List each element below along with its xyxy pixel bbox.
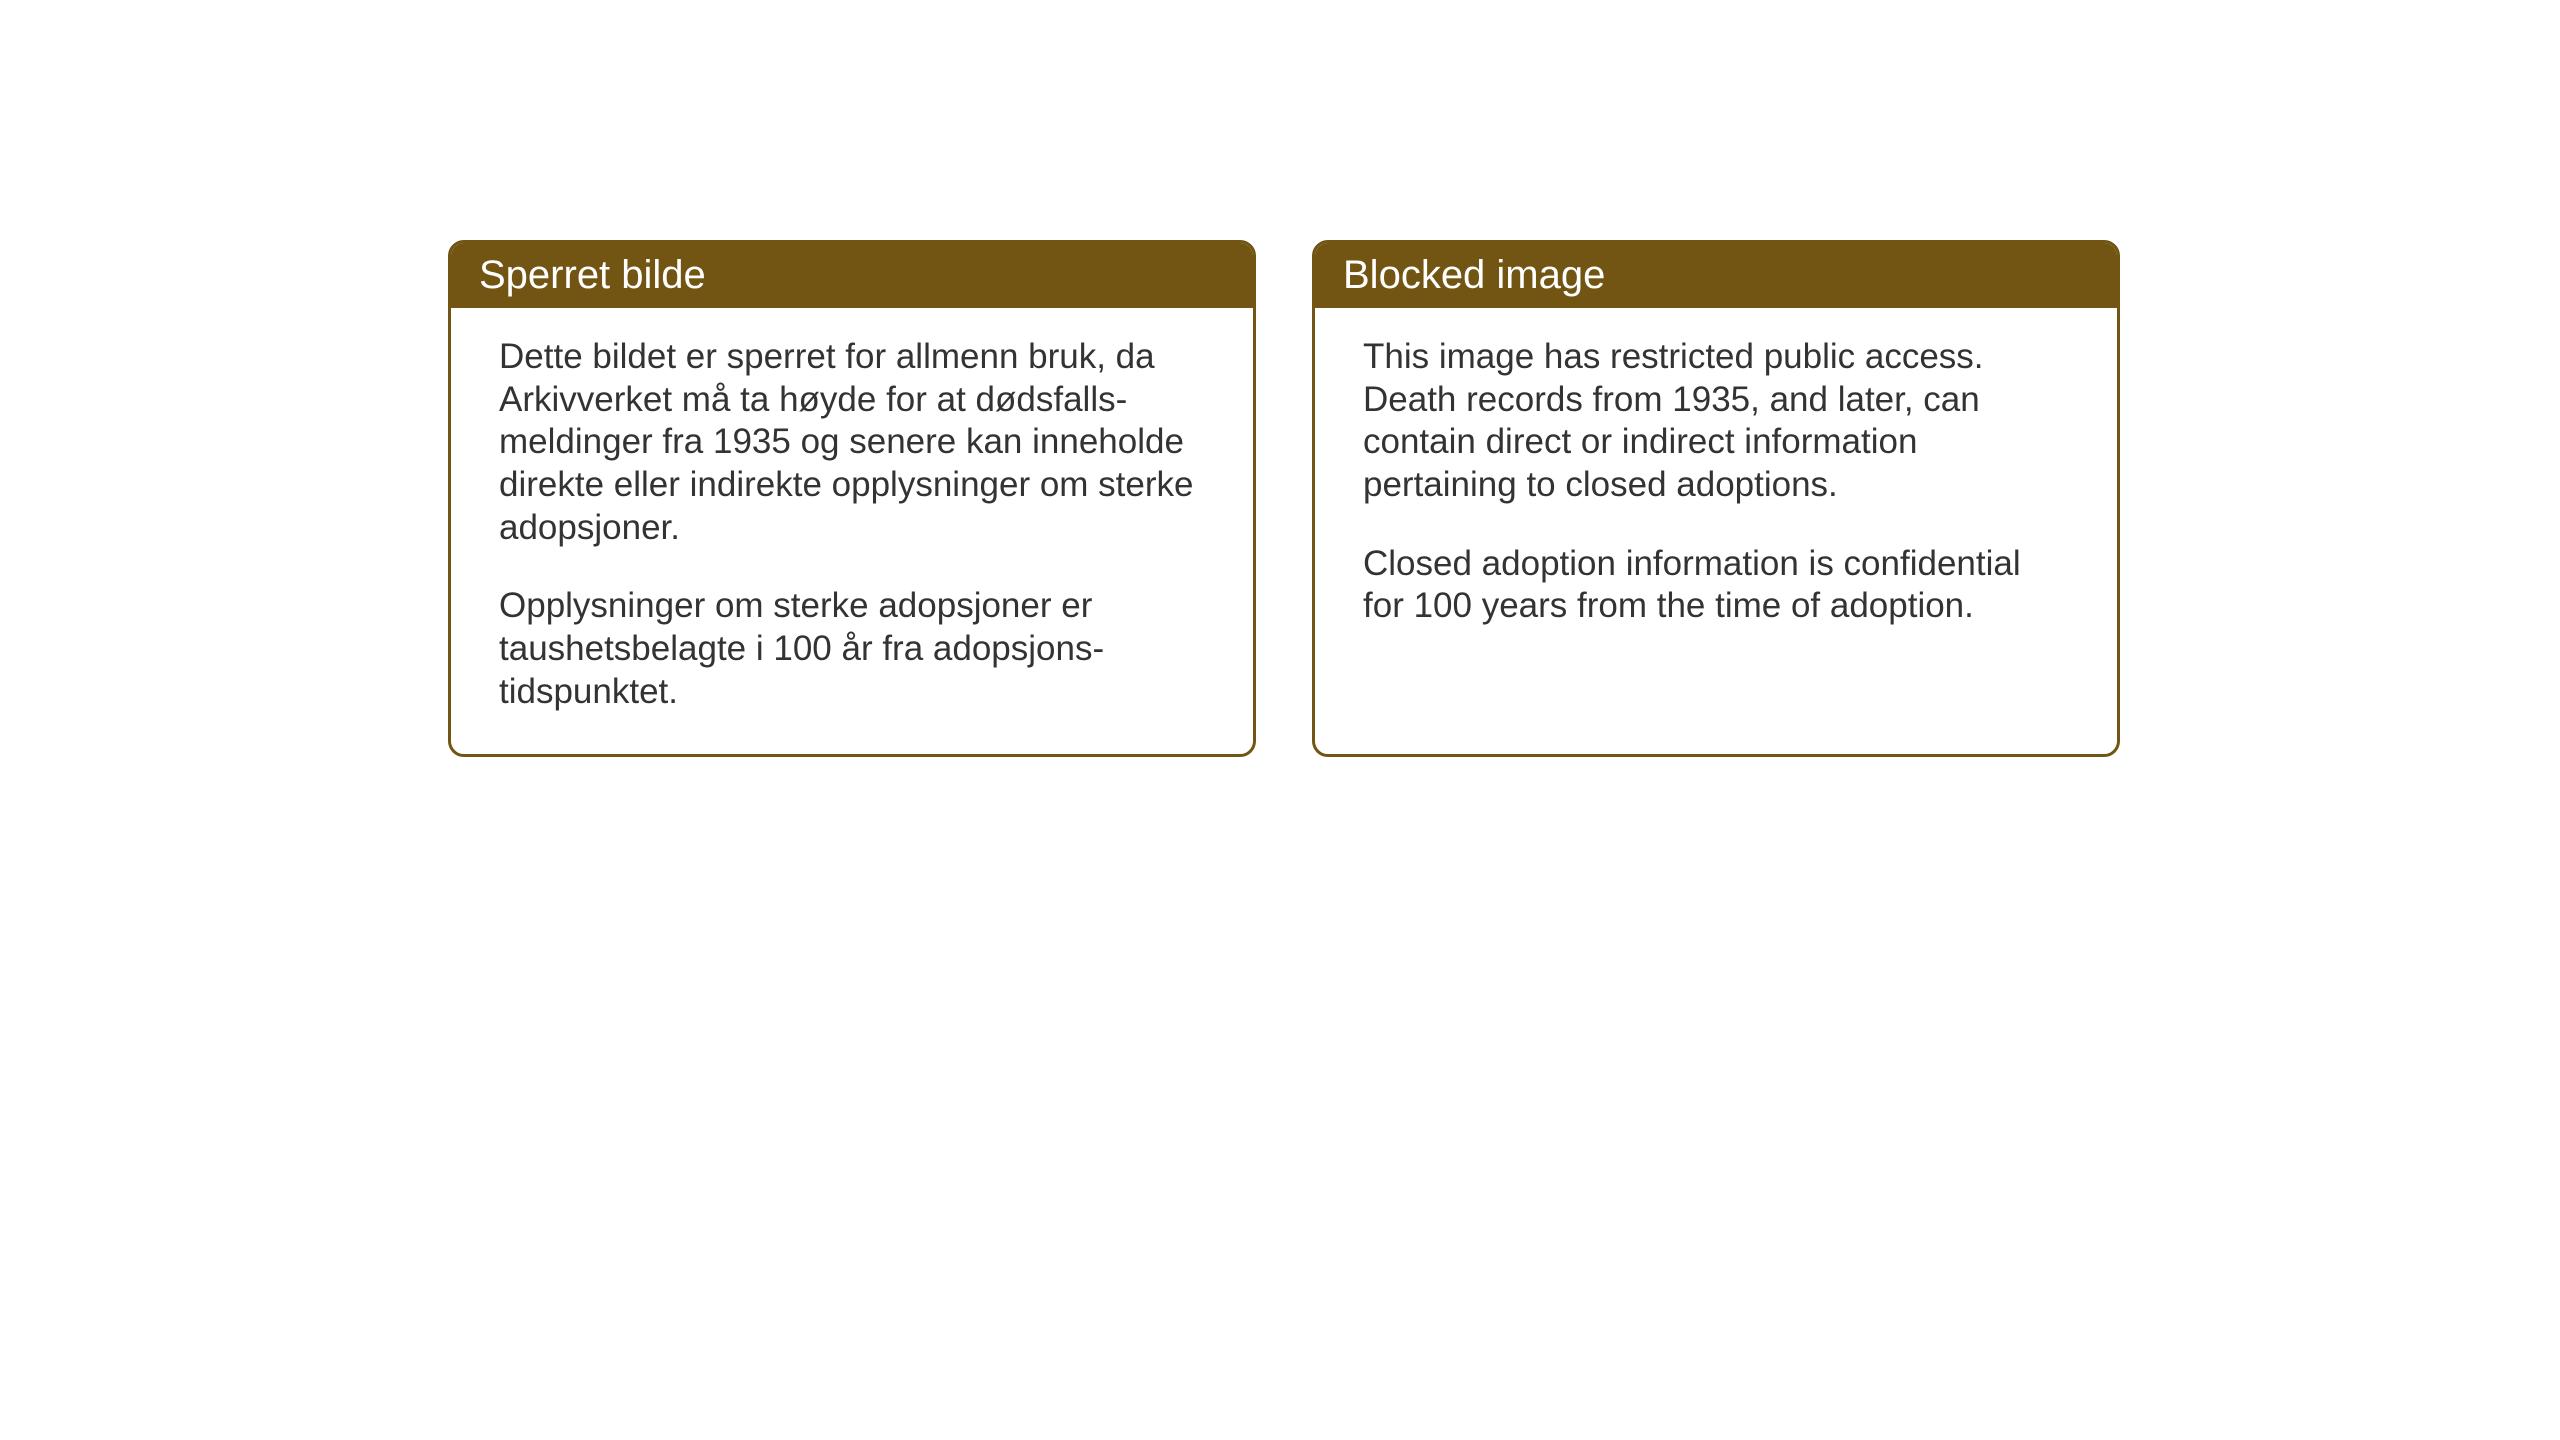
notice-body-english: This image has restricted public access.… <box>1315 308 2117 720</box>
notice-paragraph: Dette bildet er sperret for allmenn bruk… <box>499 336 1205 549</box>
notice-title: Sperret bilde <box>479 253 706 297</box>
notice-box-norwegian: Sperret bilde Dette bildet er sperret fo… <box>448 240 1256 757</box>
notice-paragraph: Opplysninger om sterke adopsjoner er tau… <box>499 585 1205 713</box>
notice-header-english: Blocked image <box>1315 243 2117 308</box>
notice-body-norwegian: Dette bildet er sperret for allmenn bruk… <box>451 308 1253 754</box>
notice-container: Sperret bilde Dette bildet er sperret fo… <box>448 240 2120 757</box>
notice-title: Blocked image <box>1343 253 1605 297</box>
notice-paragraph: This image has restricted public access.… <box>1363 336 2069 507</box>
notice-header-norwegian: Sperret bilde <box>451 243 1253 308</box>
notice-paragraph: Closed adoption information is confident… <box>1363 543 2069 628</box>
notice-box-english: Blocked image This image has restricted … <box>1312 240 2120 757</box>
